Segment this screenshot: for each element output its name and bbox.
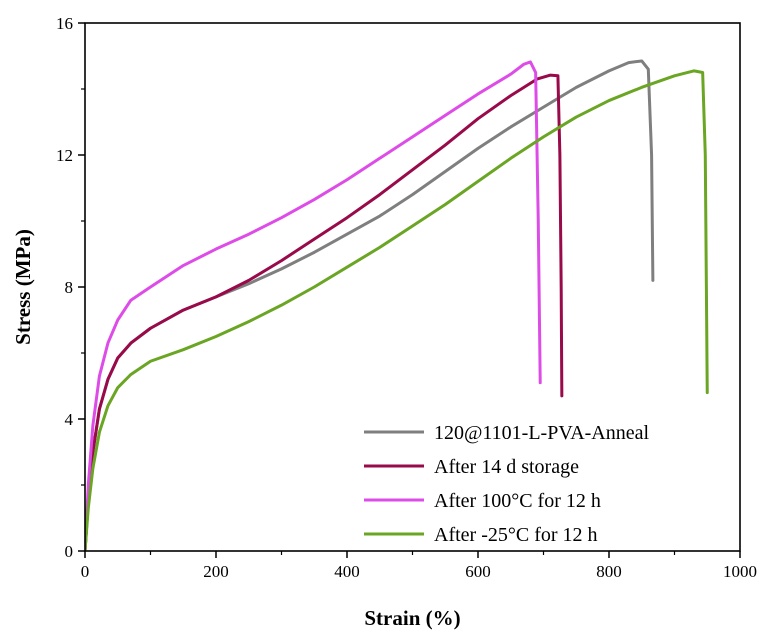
x-tick-label: 0 bbox=[81, 562, 90, 581]
legend-label-0: 120@1101-L-PVA-Anneal bbox=[434, 422, 650, 444]
y-axis-title: Stress (MPa) bbox=[11, 229, 35, 345]
plot-area bbox=[85, 59, 709, 551]
legend-label-2: After 100°C for 12 h bbox=[434, 490, 601, 512]
legend-label-1: After 14 d storage bbox=[434, 456, 579, 478]
x-tick-label: 800 bbox=[596, 562, 622, 581]
axes: 0 200 400 600 800 1000 0 4 8 12 16 Strain (%) Stress… bbox=[11, 14, 757, 630]
y-tick-label: 16 bbox=[56, 14, 73, 33]
x-tick-label: 400 bbox=[334, 562, 360, 581]
plot-frame bbox=[84, 22, 741, 552]
legend: 120@1101-L-PVA-Anneal After 14 d storage A… bbox=[364, 422, 650, 546]
y-tick-label: 4 bbox=[65, 410, 74, 429]
series-line-2 bbox=[85, 60, 542, 551]
x-axis-title: Strain (%) bbox=[364, 606, 460, 630]
x-tick-label: 1000 bbox=[723, 562, 757, 581]
legend-label-3: After -25°C for 12 h bbox=[434, 524, 598, 546]
series-line-3 bbox=[85, 69, 709, 551]
series-line-1 bbox=[85, 73, 564, 551]
y-tick-label: 0 bbox=[65, 542, 74, 561]
y-tick-label: 8 bbox=[65, 278, 74, 297]
x-tick-label: 600 bbox=[465, 562, 491, 581]
x-tick-label: 200 bbox=[203, 562, 229, 581]
y-tick-label: 12 bbox=[56, 146, 73, 165]
